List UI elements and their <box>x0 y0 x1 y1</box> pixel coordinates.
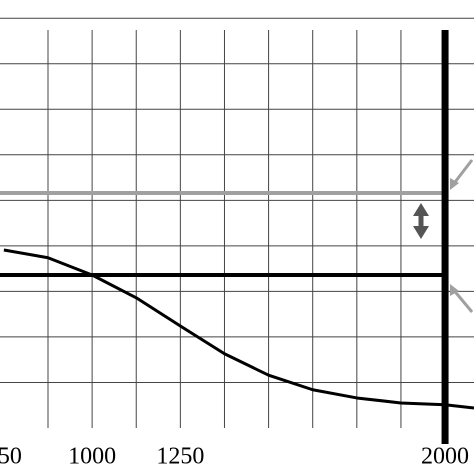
x-axis: 750 1000 1250 2000 <box>0 444 469 470</box>
plot-area <box>0 30 474 444</box>
x-tick-label: 1250 <box>156 444 204 470</box>
annotations <box>413 159 474 313</box>
arrow-head <box>413 203 429 216</box>
x-tick-label: 2000 <box>421 444 469 470</box>
line-series <box>3 248 474 410</box>
arrow-head <box>450 178 459 190</box>
arrow-head <box>413 226 429 239</box>
x-tick-label: 750 <box>0 444 22 470</box>
grid <box>0 17 474 428</box>
arrow-head <box>450 284 459 296</box>
x-tick-label: 1000 <box>68 444 116 470</box>
